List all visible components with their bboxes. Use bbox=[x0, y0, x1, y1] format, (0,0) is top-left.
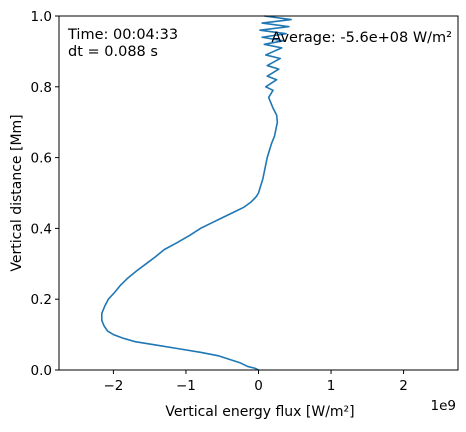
x-offset-label: 1e9 bbox=[431, 398, 456, 414]
x-tick-label: 2 bbox=[399, 378, 408, 394]
y-tick-label: 0.0 bbox=[31, 363, 52, 379]
average-annotation: Average: -5.6e+08 W/m² bbox=[271, 30, 452, 46]
y-tick-label: 0.6 bbox=[31, 151, 52, 167]
x-tick-label: 1 bbox=[327, 378, 336, 394]
x-ticks: −2 −1 0 1 2 bbox=[103, 370, 408, 394]
y-tick-label: 0.8 bbox=[31, 80, 52, 96]
y-tick-label: 0.4 bbox=[31, 221, 52, 237]
y-axis-label: Vertical distance [Mm] bbox=[9, 114, 25, 271]
y-tick-label: 1.0 bbox=[31, 9, 52, 25]
x-tick-label: −1 bbox=[176, 378, 196, 394]
y-ticks: 0.0 0.2 0.4 0.6 0.8 1.0 bbox=[31, 9, 59, 379]
flux-series-line bbox=[101, 15, 292, 371]
time-annotation: Time: 00:04:33 bbox=[67, 27, 178, 43]
x-tick-label: 0 bbox=[254, 378, 263, 394]
x-axis-label: Vertical energy flux [W/m²] bbox=[165, 404, 354, 420]
y-tick-label: 0.2 bbox=[31, 292, 52, 308]
dt-annotation: dt = 0.088 s bbox=[68, 44, 158, 60]
plot-frame bbox=[58, 15, 459, 371]
x-tick-label: −2 bbox=[103, 378, 123, 394]
